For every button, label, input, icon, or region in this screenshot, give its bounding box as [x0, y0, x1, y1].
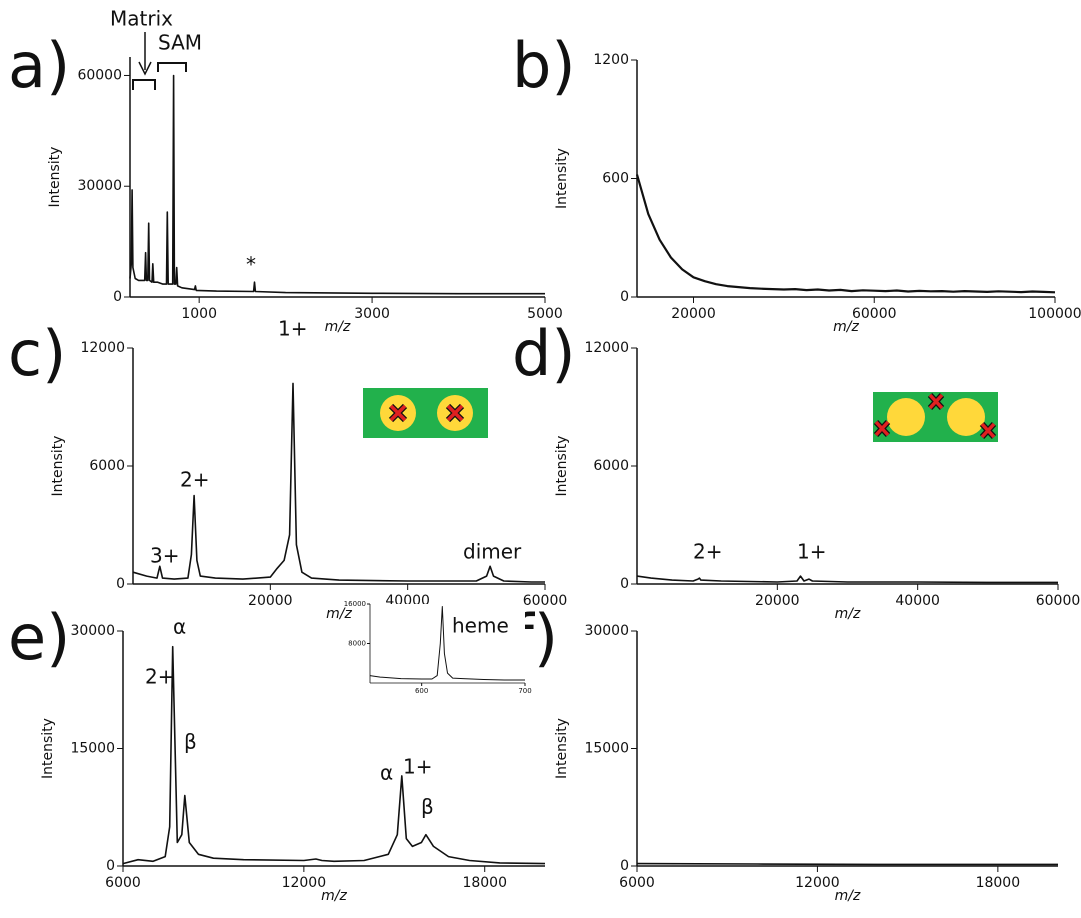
x-tick-label: 1000 — [181, 306, 217, 322]
annotation: * — [246, 253, 256, 277]
y-tick-label: 30000 — [70, 623, 115, 639]
y-tick-label: 30000 — [77, 178, 122, 194]
annotation: heme — [452, 614, 509, 638]
y-tick-label: 1200 — [593, 52, 629, 68]
y-axis-label: Intensity — [554, 718, 570, 779]
spectrum-line — [132, 382, 545, 583]
x-tick-label: 40000 — [895, 593, 940, 609]
annotation: α — [380, 761, 393, 785]
y-axis-label: Intensity — [40, 718, 56, 779]
x-tick-label: 60000 — [852, 306, 897, 322]
x-tick-label: 700 — [518, 687, 531, 695]
bracket — [157, 62, 187, 72]
y-tick-label: 16000 — [344, 600, 366, 608]
inset-frame — [370, 604, 525, 683]
spectrum-line — [369, 606, 525, 681]
annotation: 1+ — [403, 755, 432, 779]
surface-cartoon — [363, 388, 488, 438]
x-axis-label: m/z — [833, 319, 859, 335]
panel-label: e) — [8, 601, 70, 674]
x-tick-label: 12000 — [282, 875, 327, 891]
y-tick-label: 0 — [620, 858, 629, 874]
spectrum-line — [636, 862, 1058, 866]
panel-label: c) — [8, 317, 66, 390]
annotation: 2+ — [145, 665, 174, 689]
x-tick-label: 20000 — [671, 306, 716, 322]
x-tick-label: 6000 — [619, 875, 655, 891]
x-axis-label: m/z — [326, 606, 352, 622]
x-tick-label: 18000 — [462, 875, 507, 891]
annotation: 3+ — [150, 544, 179, 568]
annotation: 1+ — [797, 540, 826, 564]
spectrum-line — [129, 74, 545, 295]
panel-label: b) — [512, 29, 576, 102]
annotation: β — [184, 730, 197, 754]
x-tick-label: 60000 — [523, 593, 568, 609]
spectrum-line — [122, 645, 546, 865]
annotation: α — [173, 615, 186, 639]
x-tick-label: 18000 — [976, 875, 1021, 891]
x-tick-label: 6000 — [105, 875, 141, 891]
x-tick-label: 20000 — [248, 593, 293, 609]
x-tick-label: 600 — [415, 687, 428, 695]
annotation: 2+ — [180, 468, 209, 492]
y-axis-label: Intensity — [554, 148, 570, 209]
x-axis-label: m/z — [325, 319, 351, 335]
y-tick-label: 600 — [602, 171, 629, 187]
y-tick-label: 0 — [620, 576, 629, 592]
arrow-head — [138, 61, 152, 76]
y-tick-label: 12000 — [80, 340, 125, 356]
x-tick-label: 100000 — [1028, 306, 1081, 322]
y-tick-label: 60000 — [77, 67, 122, 83]
annotation: Matrix — [110, 7, 173, 31]
y-tick-label: 15000 — [70, 741, 115, 757]
y-tick-label: 15000 — [584, 741, 629, 757]
y-tick-label: 12000 — [584, 340, 629, 356]
panel-label: d) — [512, 317, 576, 390]
y-tick-label: 6000 — [89, 458, 125, 474]
x-tick-label: 12000 — [795, 875, 840, 891]
y-tick-label: 0 — [113, 289, 122, 305]
y-axis-label: Intensity — [47, 147, 63, 208]
x-tick-label: 60000 — [1036, 593, 1081, 609]
spectrum-line — [635, 174, 1056, 294]
y-tick-label: 30000 — [584, 623, 629, 639]
annotation: β — [421, 795, 434, 819]
x-axis-label: m/z — [835, 888, 861, 904]
surface-cartoon — [873, 392, 998, 442]
spectrum-line — [636, 575, 1058, 584]
y-axis-label: Intensity — [50, 436, 66, 497]
y-tick-label: 0 — [620, 289, 629, 305]
x-tick-label: 20000 — [755, 593, 800, 609]
y-tick-label: 0 — [116, 576, 125, 592]
annotation: SAM — [158, 31, 202, 55]
x-axis-label: m/z — [321, 888, 347, 904]
annotation: 1+ — [278, 317, 307, 341]
panel-label: a) — [8, 29, 70, 102]
x-tick-label: 3000 — [354, 306, 390, 322]
bracket — [132, 79, 156, 90]
y-tick-label: 0 — [106, 858, 115, 874]
x-tick-label: 5000 — [527, 306, 563, 322]
y-tick-label: 8000 — [348, 640, 366, 648]
annotation: dimer — [463, 540, 522, 564]
annotation: 2+ — [693, 540, 722, 564]
y-tick-label: 6000 — [593, 458, 629, 474]
y-axis-label: Intensity — [554, 436, 570, 497]
x-axis-label: m/z — [835, 606, 861, 622]
